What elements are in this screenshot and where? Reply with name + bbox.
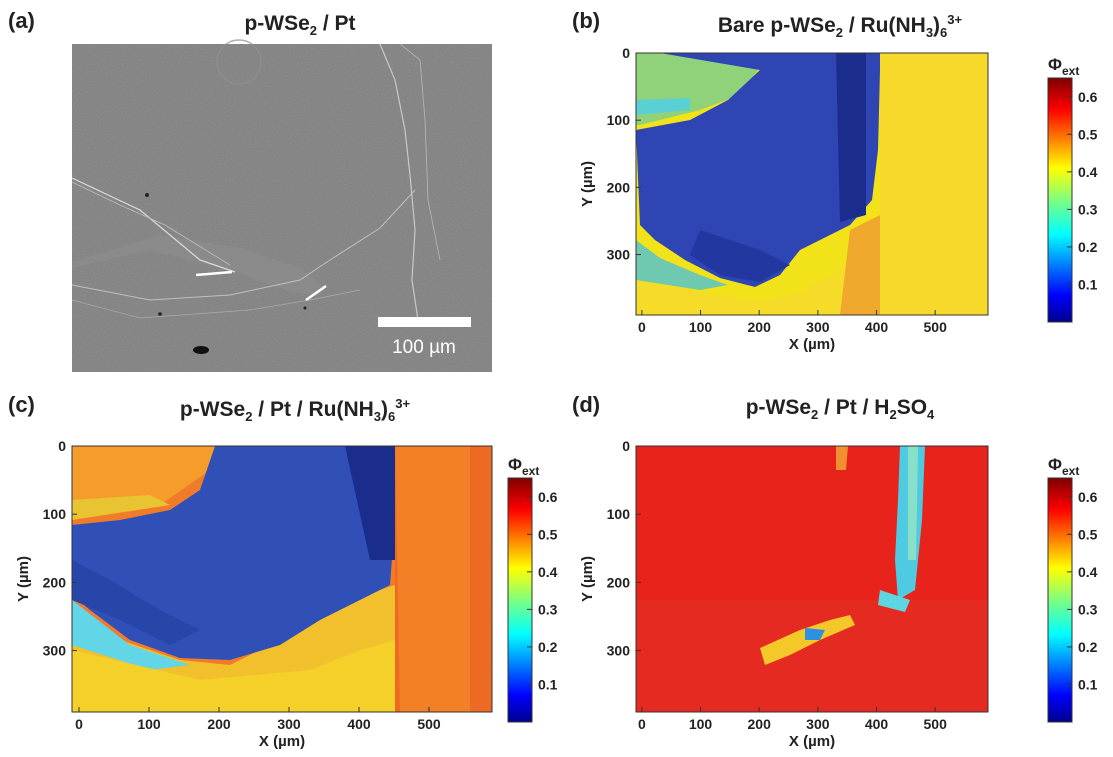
colorbar-tick-label-c: 0.1	[538, 676, 558, 692]
colorbar-tick-label-b: 0.4	[1078, 164, 1098, 180]
x-tick-label-d: 500	[924, 716, 948, 732]
colorbar-b	[1047, 77, 1073, 323]
colorbar-tick-label-b: 0.2	[1078, 239, 1098, 255]
heatmap-b	[636, 53, 988, 315]
colorbar-tick-label-b: 0.5	[1078, 126, 1098, 142]
colorbar-tick-label-c: 0.3	[538, 601, 558, 617]
colorbar-tick-label-c: 0.2	[538, 639, 558, 655]
sem-image: 100 µm	[71, 39, 492, 372]
heatmap-c	[72, 446, 492, 712]
colorbar-tick-label-b: 0.6	[1078, 89, 1098, 105]
scale-bar	[378, 317, 471, 327]
plot-frame-c	[71, 445, 493, 713]
x-tick-label-d: 200	[748, 716, 772, 732]
x-tick-label-b: 100	[689, 319, 713, 335]
colorbar-tick-label-d: 0.1	[1078, 676, 1098, 692]
y-axis-label-b: Y (µm)	[579, 161, 596, 207]
x-tick-label-b: 500	[924, 319, 948, 335]
panel-title-c: p-WSe2 / Pt / Ru(NH3)63+	[179, 396, 411, 425]
colorbar-tick-label-d: 0.3	[1078, 601, 1098, 617]
colorbar-tick-label-d: 0.6	[1078, 489, 1098, 505]
y-tick-label-d: 200	[607, 574, 631, 590]
colorbar-tick-label-c: 0.6	[538, 489, 558, 505]
x-axis-label-b: X (µm)	[789, 336, 835, 353]
y-tick-label-b: 200	[607, 179, 631, 195]
x-axis-label-d: X (µm)	[789, 733, 835, 750]
x-tick-label-b: 400	[865, 319, 889, 335]
y-axis-label-d: Y (µm)	[579, 556, 596, 602]
plot-frame-d	[635, 445, 989, 713]
colorbar-tick-label-d: 0.2	[1078, 639, 1098, 655]
plot-frame-b	[635, 52, 989, 316]
panel-title-b: Bare p-WSe2 / Ru(NH3)63+	[717, 12, 963, 41]
x-tick-label-d: 0	[638, 716, 646, 732]
y-tick-label-c: 100	[43, 506, 67, 522]
panel-letter-c: (c)	[8, 392, 35, 417]
y-tick-label-b: 0	[622, 45, 630, 61]
y-tick-label-d: 0	[622, 438, 630, 454]
x-tick-label-c: 400	[347, 716, 371, 732]
x-tick-label-c: 100	[137, 716, 161, 732]
colorbar-title-d: Φext	[1048, 455, 1079, 478]
colorbar-tick-label-b: 0.1	[1078, 276, 1098, 292]
y-tick-label-c: 300	[43, 643, 67, 659]
colorbar-tick-label-c: 0.4	[538, 564, 558, 580]
panel-title-d: p-WSe2 / Pt / H2SO4	[745, 396, 935, 423]
y-tick-label-c: 0	[58, 438, 66, 454]
x-tick-label-d: 400	[865, 716, 889, 732]
heatmap-d	[636, 446, 988, 712]
colorbar-c	[507, 477, 533, 723]
colorbar-title-b: Φext	[1048, 55, 1079, 78]
x-tick-label-b: 0	[638, 319, 646, 335]
panel-letter-d: (d)	[572, 392, 601, 417]
y-tick-label-b: 100	[607, 112, 631, 128]
y-tick-label-c: 200	[43, 574, 67, 590]
x-tick-label-b: 200	[748, 319, 772, 335]
x-tick-label-c: 500	[417, 716, 441, 732]
x-tick-label-d: 100	[689, 716, 713, 732]
y-axis-label-c: Y (µm)	[15, 556, 32, 602]
colorbar-tick-label-d: 0.4	[1078, 564, 1098, 580]
scale-bar-label: 100 µm	[392, 337, 456, 358]
x-tick-label-c: 0	[75, 716, 83, 732]
x-tick-label-c: 200	[207, 716, 231, 732]
x-tick-label-b: 300	[806, 319, 830, 335]
colorbar-tick-label-c: 0.5	[538, 526, 558, 542]
x-tick-label-d: 300	[806, 716, 830, 732]
colorbar-tick-label-d: 0.5	[1078, 526, 1098, 542]
panel-letter-b: (b)	[572, 8, 601, 33]
colorbar-title-c: Φext	[508, 455, 539, 478]
colorbar-d	[1047, 477, 1073, 723]
panel-title-a: p-WSe2 / Pt	[244, 12, 356, 39]
y-tick-label-d: 300	[607, 643, 631, 659]
x-axis-label-c: X (µm)	[259, 733, 305, 750]
x-tick-label-c: 300	[277, 716, 301, 732]
panel-letter-a: (a)	[8, 8, 35, 33]
y-tick-label-d: 100	[607, 506, 631, 522]
y-tick-label-b: 300	[607, 247, 631, 263]
colorbar-tick-label-b: 0.3	[1078, 201, 1098, 217]
